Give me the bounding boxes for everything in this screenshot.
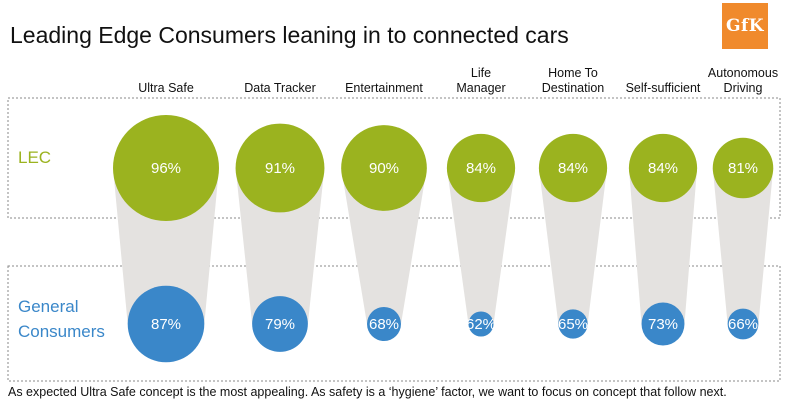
connector-band (538, 168, 608, 324)
general-value-label: 62% (466, 316, 496, 333)
general-bubble (558, 309, 588, 339)
connector-band (235, 168, 325, 324)
general-value-label: 65% (558, 316, 588, 333)
page-title: Leading Edge Consumers leaning in to con… (10, 22, 569, 48)
lec-value-label: 81% (728, 160, 758, 177)
category-label: Self-sufficient (626, 81, 701, 95)
lec-value-label: 96% (151, 160, 181, 177)
connector-band (341, 168, 427, 324)
lec-bubble (341, 125, 427, 211)
general-bubble (468, 311, 494, 337)
row-label-lec: LEC (18, 148, 51, 167)
connector-band (712, 168, 774, 324)
lec-value-label: 91% (265, 160, 295, 177)
lec-bubble (446, 133, 516, 203)
category-label: Life (471, 66, 491, 80)
connector-band (628, 168, 698, 324)
lec-bubble (712, 137, 774, 199)
footnote: As expected Ultra Safe concept is the mo… (8, 385, 727, 399)
row-label-general: Consumers (18, 322, 105, 341)
lec-value-label: 90% (369, 160, 399, 177)
category-label: Home To (548, 66, 598, 80)
general-value-label: 66% (728, 316, 758, 333)
lec-value-label: 84% (648, 160, 678, 177)
category-label: Driving (724, 81, 763, 95)
general-value-label: 73% (648, 316, 678, 333)
lec-value-label: 84% (558, 160, 588, 177)
category-label: Autonomous (708, 66, 778, 80)
category-label: Destination (542, 81, 605, 95)
lec-bubble (538, 133, 608, 203)
general-value-label: 79% (265, 316, 295, 333)
gfk-logo: GfK (722, 3, 768, 49)
row-label-general: General (18, 297, 78, 316)
category-label: Data Tracker (244, 81, 316, 95)
general-bubble (367, 307, 401, 341)
category-label: Ultra Safe (138, 81, 194, 95)
connector-band (446, 168, 516, 324)
lec-bubble (113, 115, 219, 221)
general-bubble (727, 308, 759, 340)
general-value-label: 87% (151, 316, 181, 333)
general-bubble (641, 302, 685, 346)
category-label: Manager (456, 81, 505, 95)
logo-text: GfK (725, 16, 765, 36)
general-value-label: 68% (369, 316, 399, 333)
general-bubble (252, 296, 308, 352)
lec-bubble (235, 123, 325, 213)
general-bubble (127, 285, 205, 363)
category-label: Entertainment (345, 81, 423, 95)
lec-value-label: 84% (466, 160, 496, 177)
lec-bubble (628, 133, 698, 203)
